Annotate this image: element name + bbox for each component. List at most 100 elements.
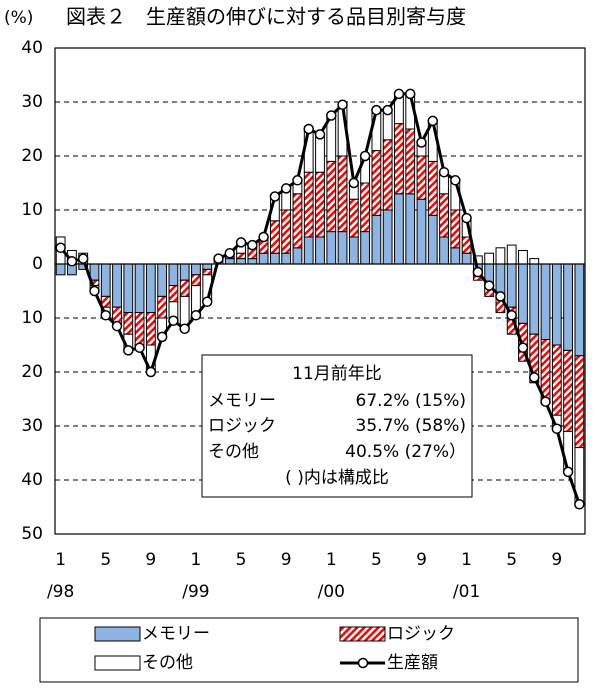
bar xyxy=(394,123,404,195)
legend-label: その他 xyxy=(142,653,193,673)
bar xyxy=(518,250,528,265)
bar xyxy=(202,268,213,276)
bar xyxy=(439,236,449,265)
bar xyxy=(303,171,314,238)
bar xyxy=(269,220,280,254)
annotation-title: 11月前年比 xyxy=(292,364,382,384)
bar xyxy=(495,247,506,265)
bar xyxy=(416,155,427,200)
bar xyxy=(427,214,438,265)
bar xyxy=(224,258,235,265)
line-point xyxy=(404,88,416,100)
bar xyxy=(123,263,134,314)
bar xyxy=(439,193,449,238)
bar xyxy=(382,209,393,265)
line-point xyxy=(55,242,66,254)
bar xyxy=(574,263,585,357)
annotation-value: 35.7% (58%) xyxy=(356,416,466,436)
bar xyxy=(134,312,145,346)
y-tick-label: 10 xyxy=(21,200,43,220)
bar xyxy=(247,258,258,265)
line-point xyxy=(314,129,326,140)
plot-border xyxy=(54,47,586,535)
bar xyxy=(168,263,179,287)
y-tick-label: 10 xyxy=(21,308,43,328)
line-point xyxy=(337,99,348,110)
annotation-label: ロジック xyxy=(208,416,276,436)
legend-swatch xyxy=(339,626,386,642)
x-year-label: /98 xyxy=(47,582,74,602)
line-point xyxy=(156,331,168,343)
bar xyxy=(450,209,461,249)
bar xyxy=(179,279,190,297)
bar xyxy=(326,160,337,233)
y-tick-label: 40 xyxy=(21,38,43,58)
line-point xyxy=(190,310,202,321)
y-tick-label: 40 xyxy=(21,470,43,490)
line-point xyxy=(134,342,145,353)
bar xyxy=(303,236,314,265)
line-point xyxy=(574,499,585,510)
bar xyxy=(179,263,190,281)
line-point xyxy=(495,291,506,302)
line-point xyxy=(179,323,190,335)
bar xyxy=(484,252,495,265)
bar xyxy=(236,252,246,260)
line-point xyxy=(213,253,224,264)
line-point xyxy=(247,239,258,251)
bar xyxy=(529,333,540,384)
bar xyxy=(529,258,540,265)
y-axis-label: (%) xyxy=(4,8,33,28)
line-point xyxy=(506,310,517,321)
line-point xyxy=(292,175,303,186)
line-point xyxy=(201,296,213,308)
bar xyxy=(134,263,145,314)
bar xyxy=(405,128,416,195)
line-point xyxy=(145,366,157,378)
bar xyxy=(506,244,517,265)
x-tick-label: 1 xyxy=(55,550,66,570)
annotation-value: 40.5% (27%） xyxy=(345,442,466,462)
legend-label: ロジック xyxy=(387,624,455,644)
bar xyxy=(574,355,585,449)
bar xyxy=(371,214,382,265)
x-tick-label: 9 xyxy=(551,550,562,570)
line-point xyxy=(472,266,484,278)
line-point xyxy=(100,310,111,321)
line-point xyxy=(280,183,292,194)
bar xyxy=(157,295,168,319)
bar xyxy=(55,263,66,276)
bar xyxy=(371,150,382,216)
y-tick-label: 20 xyxy=(21,146,43,166)
annotation-note: ( )内は構成比 xyxy=(285,468,389,488)
x-tick-label: 1 xyxy=(326,550,337,570)
y-tick-label: 20 xyxy=(21,362,43,382)
x-year-label: /00 xyxy=(318,582,345,602)
line-point xyxy=(540,396,551,407)
line-point xyxy=(371,104,382,116)
y-tick-label: 30 xyxy=(21,416,43,436)
line-point xyxy=(303,123,314,135)
bar xyxy=(563,263,573,351)
bar xyxy=(416,198,427,265)
line-point xyxy=(427,115,439,127)
annotation-label: メモリー xyxy=(208,391,276,411)
line-point xyxy=(235,237,247,248)
bar xyxy=(360,231,371,265)
line-point xyxy=(461,212,472,224)
bar xyxy=(337,231,348,265)
bar xyxy=(529,263,540,335)
bar xyxy=(427,160,438,216)
line-point xyxy=(562,466,574,478)
line-point xyxy=(77,253,89,264)
bar xyxy=(450,247,461,265)
line-point xyxy=(551,423,563,434)
bar xyxy=(191,274,201,287)
line-point xyxy=(89,285,100,297)
annotation-box xyxy=(201,354,473,498)
x-tick-label: 5 xyxy=(506,550,517,570)
line-point xyxy=(517,342,529,353)
line-point xyxy=(111,320,123,332)
bar xyxy=(326,231,337,265)
